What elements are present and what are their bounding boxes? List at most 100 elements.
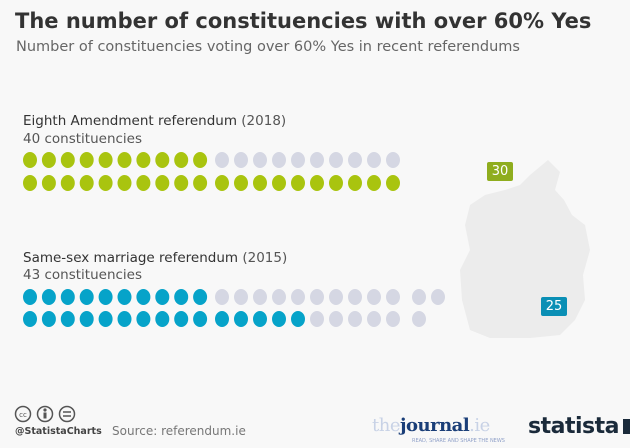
footer-handle: @StatistaCharts xyxy=(15,426,102,437)
series-1-dot-filled xyxy=(41,289,56,305)
series-0-dot-filled xyxy=(136,175,151,191)
series-0-dot-filled xyxy=(329,175,343,191)
series-0-dot-filled xyxy=(155,152,170,168)
series-1-dot-filled xyxy=(215,311,229,327)
series-0-dot-filled xyxy=(291,175,305,191)
series-0-dot xyxy=(386,152,400,168)
svg-text:cc: cc xyxy=(19,411,27,419)
series-1-dot-filled xyxy=(79,311,94,327)
series-1-dot-filled xyxy=(98,289,113,305)
series-0-dot-filled xyxy=(98,175,113,191)
ireland-map-shape xyxy=(460,160,590,338)
series-0-dot-filled xyxy=(174,152,189,168)
series-1-dot xyxy=(272,289,286,305)
series-0-dot-filled xyxy=(117,175,132,191)
series-1-dot-filled xyxy=(98,311,113,327)
series-0-dot xyxy=(234,152,248,168)
partner-logo: thejournal.ie xyxy=(372,415,490,436)
series-0-dot-filled xyxy=(253,175,267,191)
series-1-dot-filled xyxy=(155,289,170,305)
chart-title: The number of constituencies with over 6… xyxy=(15,9,592,33)
series-1-dot xyxy=(348,289,362,305)
series-1-dot-filled xyxy=(174,289,189,305)
series-0-value-badge: 30 xyxy=(487,162,513,181)
statista-logo-mark xyxy=(622,419,630,434)
series-1-dot-filled xyxy=(117,311,132,327)
series-1-dot-filled xyxy=(155,311,170,327)
series-1-dot-filled xyxy=(174,311,189,327)
series-1-dot xyxy=(310,289,324,305)
series-0-dot-filled xyxy=(348,175,362,191)
series-0-dot-filled xyxy=(41,175,56,191)
series-1-dot xyxy=(348,311,362,327)
series-1-dot xyxy=(310,311,324,327)
series-0-dot-filled xyxy=(386,175,400,191)
statista-logo: statista xyxy=(528,414,630,440)
series-0-dot-filled xyxy=(367,175,381,191)
series-0-dot-filled xyxy=(234,175,248,191)
series-1-dot xyxy=(386,289,400,305)
dot-matrix xyxy=(23,152,445,327)
series-1-dot-filled xyxy=(291,311,305,327)
cc-icon xyxy=(14,405,32,423)
series-1-dot-filled xyxy=(193,289,208,305)
series-0-dot xyxy=(310,152,324,168)
series-0-dot-filled xyxy=(136,152,151,168)
series-1-dot xyxy=(329,311,343,327)
series-0-dot xyxy=(348,152,362,168)
series-1-year: (2015) xyxy=(242,250,288,266)
series-1-total: 43 constituencies xyxy=(23,267,143,283)
series-0-dot-filled xyxy=(215,175,229,191)
series-0-year: (2018) xyxy=(241,113,287,129)
series-0-dot-filled xyxy=(193,152,208,168)
series-1-dot-filled xyxy=(79,289,94,305)
series-0-total: 40 constituencies xyxy=(23,131,143,147)
footer-source: Source: referendum.ie xyxy=(112,424,246,438)
series-1-dot-filled xyxy=(41,311,56,327)
series-1-dot xyxy=(412,289,426,305)
series-1-dot xyxy=(329,289,343,305)
series-1-dot-filled xyxy=(234,311,248,327)
series-1-value-badge: 25 xyxy=(541,297,567,316)
series-0-dot-filled xyxy=(79,175,94,191)
series-0-dot-filled xyxy=(98,152,113,168)
no-derivatives-icon xyxy=(58,405,76,423)
series-0-dot xyxy=(215,152,229,168)
series-0-name: Eighth Amendment referendum xyxy=(23,113,237,129)
series-0-dot-filled xyxy=(174,175,189,191)
series-0-label: Eighth Amendment referendum (2018) xyxy=(23,113,286,129)
series-1-dot xyxy=(234,289,248,305)
series-1-dot xyxy=(367,311,381,327)
series-1-name: Same-sex marriage referendum xyxy=(23,250,239,266)
series-1-dot-filled xyxy=(23,311,37,327)
series-1-dot xyxy=(215,289,229,305)
series-0-dot-filled xyxy=(310,175,324,191)
series-0-dot-filled xyxy=(155,175,170,191)
series-1-dot-filled xyxy=(253,311,267,327)
series-1-dot-filled xyxy=(136,311,151,327)
series-0-dot-filled xyxy=(117,152,132,168)
series-0-dot-filled xyxy=(79,152,94,168)
series-1-dot-filled xyxy=(193,311,208,327)
series-1-dot-filled xyxy=(60,289,75,305)
series-0-dot xyxy=(329,152,343,168)
series-1-label: Same-sex marriage referendum (2015) xyxy=(23,250,287,266)
series-0-dot-filled xyxy=(60,152,75,168)
attribution-icon xyxy=(36,405,54,423)
series-0-dot xyxy=(367,152,381,168)
series-1-dot xyxy=(386,311,400,327)
series-1-dot-filled xyxy=(117,289,132,305)
series-0-dot-filled xyxy=(193,175,208,191)
series-1-dot-filled xyxy=(136,289,151,305)
series-0-dot-filled xyxy=(60,175,75,191)
series-1-dot xyxy=(367,289,381,305)
series-1-dot xyxy=(431,289,445,305)
series-0-dot xyxy=(272,152,286,168)
series-1-dot-filled xyxy=(23,289,37,305)
series-0-dot-filled xyxy=(23,152,37,168)
series-0-dot-filled xyxy=(272,175,286,191)
series-1-dot-filled xyxy=(272,311,286,327)
series-0-dot xyxy=(253,152,267,168)
series-1-dot xyxy=(291,289,305,305)
